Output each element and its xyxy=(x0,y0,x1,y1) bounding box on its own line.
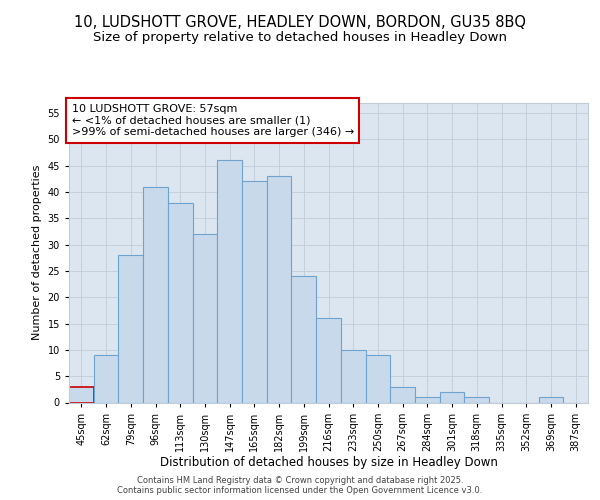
Bar xyxy=(390,386,415,402)
Bar xyxy=(242,182,267,402)
Bar xyxy=(193,234,217,402)
X-axis label: Distribution of detached houses by size in Headley Down: Distribution of detached houses by size … xyxy=(160,456,497,469)
Bar xyxy=(440,392,464,402)
Text: 10, LUDSHOTT GROVE, HEADLEY DOWN, BORDON, GU35 8BQ: 10, LUDSHOTT GROVE, HEADLEY DOWN, BORDON… xyxy=(74,15,526,30)
Bar xyxy=(217,160,242,402)
Text: Contains HM Land Registry data © Crown copyright and database right 2025.
Contai: Contains HM Land Registry data © Crown c… xyxy=(118,476,482,495)
Text: 10 LUDSHOTT GROVE: 57sqm
← <1% of detached houses are smaller (1)
>99% of semi-d: 10 LUDSHOTT GROVE: 57sqm ← <1% of detach… xyxy=(71,104,354,137)
Bar xyxy=(118,255,143,402)
Bar xyxy=(341,350,365,403)
Bar xyxy=(94,355,118,403)
Bar xyxy=(168,202,193,402)
Bar xyxy=(292,276,316,402)
Bar xyxy=(143,186,168,402)
Bar xyxy=(267,176,292,402)
Bar xyxy=(464,397,489,402)
Bar xyxy=(539,397,563,402)
Bar xyxy=(316,318,341,402)
Y-axis label: Number of detached properties: Number of detached properties xyxy=(32,165,42,340)
Bar xyxy=(415,397,440,402)
Bar xyxy=(69,386,94,402)
Bar xyxy=(365,355,390,403)
Text: Size of property relative to detached houses in Headley Down: Size of property relative to detached ho… xyxy=(93,31,507,44)
